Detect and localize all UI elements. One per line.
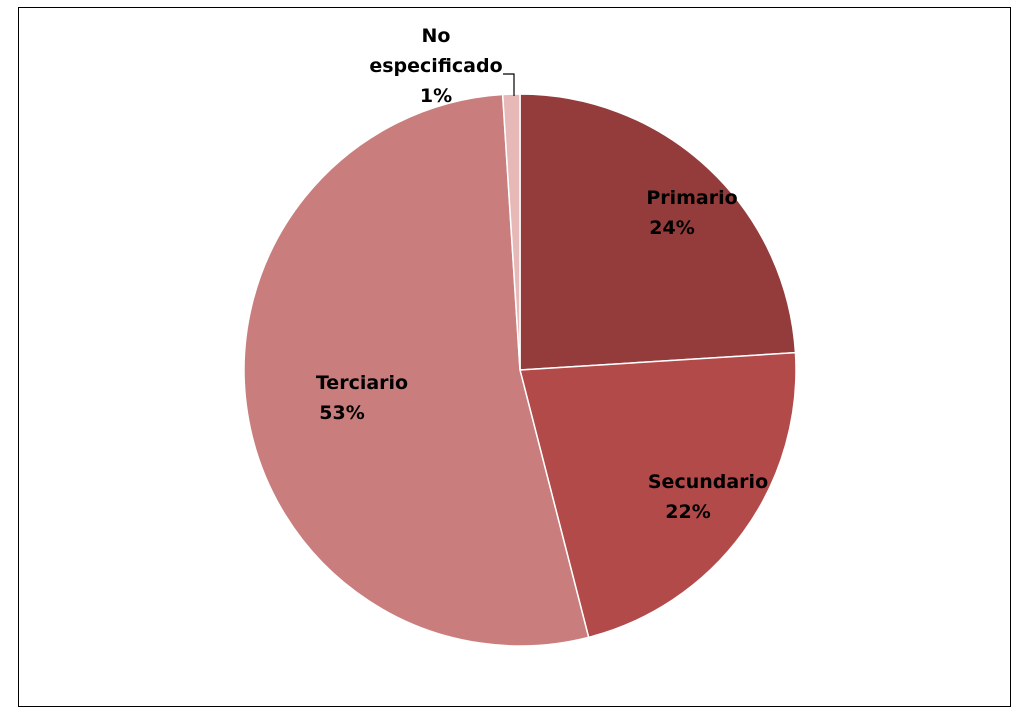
slice-value-terciario: 53% <box>319 402 364 424</box>
slice-label-no-especificado-name-part: No <box>422 25 451 47</box>
slice-value-secundario: 22% <box>665 501 710 523</box>
slice-label-no-especificado-name-part: especificado <box>369 55 502 77</box>
pie-slice-primario <box>519 93 797 371</box>
pie-labels: Primario 24% Secundario 22% Terciario 53% No es… <box>316 25 768 523</box>
pie-slice-secundario <box>519 351 797 639</box>
slice-label-terciario: Terciario <box>316 372 408 394</box>
leader-line-no-especificado <box>503 73 515 96</box>
slice-value-primario: 24% <box>649 217 694 239</box>
slice-label-secundario: Secundario <box>648 471 768 493</box>
pie-slices <box>243 93 797 647</box>
pie-slice-terciario <box>243 93 590 647</box>
slice-label-primario: Primario <box>646 187 737 209</box>
slice-value-no-especificado: 1% <box>420 85 452 107</box>
pie-slice-no-especificado <box>501 93 521 371</box>
